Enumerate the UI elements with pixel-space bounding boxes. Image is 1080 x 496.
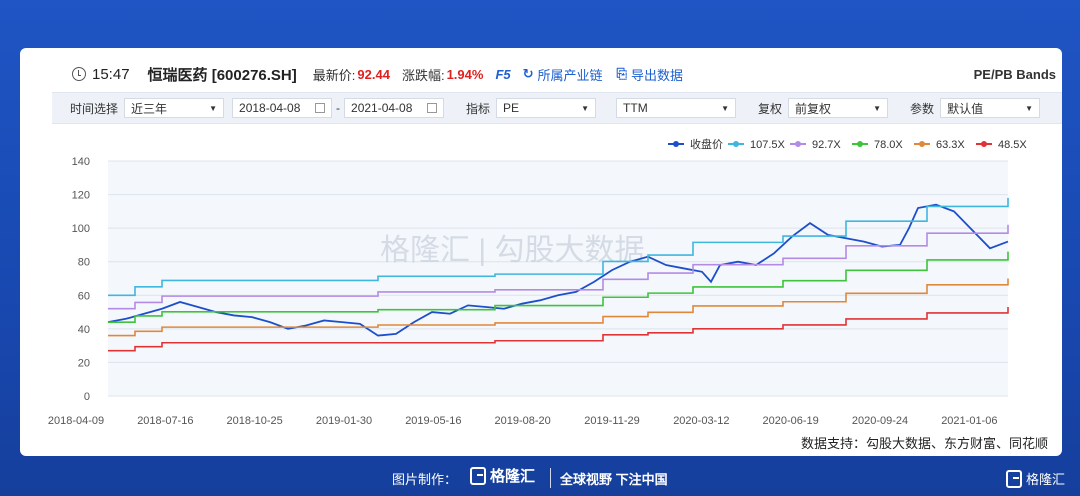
change-label: 涨跌幅: — [401, 67, 445, 83]
adjust-select[interactable]: 前复权 ▼ — [788, 98, 889, 118]
legend-label: 48.5X — [998, 139, 1027, 151]
y-tick-label: 80 — [78, 257, 90, 269]
legend-label: 78.0X — [874, 139, 903, 151]
chevron-down-icon: ▼ — [581, 103, 590, 113]
corner-logo-icon — [1006, 469, 1022, 488]
series-line-收盘价 — [107, 203, 1009, 337]
top-bar: 15:47 恒瑞医药 [600276.SH] 最新价: 92.44 涨跌幅: 1… — [72, 64, 1056, 84]
filter-bar: 时间选择 近三年 ▼ 2018-04-08 - 2021-04-08 指标 PE… — [52, 92, 1062, 124]
x-tick-label: 2020-09-24 — [852, 415, 908, 427]
series-line-107.5X — [108, 197, 1009, 297]
chevron-down-icon: ▼ — [1025, 103, 1034, 113]
x-tick-label: 2018-07-16 — [137, 415, 193, 427]
slogan: 全球视野 下注中国 — [560, 472, 668, 487]
x-tick-label: 2020-06-19 — [763, 415, 819, 427]
f5-button[interactable]: F5 — [495, 66, 511, 82]
legend-marker — [981, 141, 987, 147]
x-tick-label: 2018-10-25 — [227, 415, 283, 427]
y-tick-label: 100 — [72, 223, 90, 235]
chart-card: 15:47 恒瑞医药 [600276.SH] 最新价: 92.44 涨跌幅: 1… — [20, 48, 1062, 456]
stock-name: 恒瑞医药 [600276.SH] — [147, 66, 297, 84]
y-tick-label: 60 — [78, 290, 90, 302]
time-select-value: 近三年 — [131, 101, 168, 116]
clock-icon — [72, 67, 86, 81]
date-separator: - — [336, 101, 341, 115]
date-from-value: 2018-04-08 — [239, 101, 301, 115]
pe-bands-chart: 0 20 40 60 80 100 120 140 2018-04-09 2018-07-16 20… — [48, 137, 1048, 451]
x-tick-label: 2019-11-29 — [584, 415, 639, 427]
footer-divider — [550, 468, 551, 488]
x-tick-label: 2020-03-12 — [673, 415, 729, 427]
brand-logo: 格隆汇 — [470, 465, 535, 486]
export-label: 导出数据 — [630, 67, 683, 83]
legend-marker — [857, 141, 863, 147]
industry-chain-label: 所属产业链 — [537, 67, 603, 83]
export-icon: ⎘ — [616, 66, 627, 81]
plot-area — [108, 161, 1008, 396]
footer: 图片制作： 格隆汇 全球视野 下注中国 格隆汇 — [0, 460, 1080, 496]
calendar-icon — [427, 103, 438, 113]
legend-label: 收盘价 — [690, 137, 723, 151]
ttm-value: TTM — [623, 101, 648, 115]
corner-brand: 格隆汇 — [1006, 469, 1065, 488]
time-select-label: 时间选择 — [70, 101, 119, 116]
legend-label: 63.3X — [936, 139, 965, 151]
calendar-icon — [315, 103, 326, 113]
param-label: 参数 — [910, 101, 935, 116]
time: 15:47 — [92, 65, 130, 83]
ttm-select[interactable]: TTM ▼ — [616, 98, 737, 118]
brand-name: 格隆汇 — [490, 468, 536, 485]
legend-marker — [795, 141, 801, 147]
made-by-label: 图片制作： — [392, 472, 458, 487]
indicator-label: 指标 — [466, 101, 491, 116]
chevron-down-icon: ▼ — [721, 103, 730, 113]
legend-label: 107.5X — [750, 139, 786, 151]
date-from-input[interactable]: 2018-04-08 — [232, 98, 333, 118]
adjust-value: 前复权 — [795, 101, 832, 116]
legend-marker — [733, 141, 739, 147]
x-tick-label: 2019-05-16 — [405, 415, 461, 427]
chevron-down-icon: ▼ — [873, 103, 882, 113]
series-line-78.0X — [108, 251, 1009, 323]
price-label: 最新价: — [312, 67, 356, 83]
legend-marker — [919, 141, 925, 147]
corner-brand-name: 格隆汇 — [1026, 472, 1066, 487]
x-tick-label: 2021-01-06 — [941, 415, 997, 427]
series-line-63.3X — [108, 278, 1009, 337]
x-tick-label: 2019-08-20 — [495, 415, 551, 427]
param-value: 默认值 — [947, 101, 984, 116]
time-select[interactable]: 近三年 ▼ — [124, 98, 225, 118]
export-link[interactable]: ⎘ 导出数据 — [617, 65, 683, 84]
y-tick-label: 40 — [78, 324, 90, 336]
legend-marker — [673, 141, 679, 147]
series-line-92.7X — [108, 224, 1009, 310]
y-tick-label: 120 — [72, 190, 90, 202]
x-tick-label: 2019-01-30 — [316, 415, 372, 427]
watermark: 格隆汇 | 勾股大数据 — [380, 234, 644, 267]
date-to-value: 2021-04-08 — [351, 101, 413, 115]
y-tick-label: 20 — [78, 357, 90, 369]
series-line-48.5X — [108, 307, 1009, 352]
price-value: 92.44 — [357, 66, 390, 82]
adjust-label: 复权 — [758, 101, 783, 116]
legend-label: 92.7X — [812, 139, 841, 151]
x-tick-label: 2018-04-09 — [48, 415, 104, 427]
param-select[interactable]: 默认值 ▼ — [940, 98, 1041, 118]
indicator-select[interactable]: PE ▼ — [496, 98, 597, 118]
indicator-value: PE — [503, 101, 520, 115]
industry-chain-link[interactable]: ↻ 所属产业链 — [523, 65, 603, 84]
date-to-input[interactable]: 2021-04-08 — [344, 98, 445, 118]
y-tick-label: 0 — [84, 391, 90, 403]
y-tick-label: 140 — [72, 156, 90, 168]
change-value: 1.94% — [446, 66, 484, 82]
data-source: 数据支持：勾股大数据、东方财富、同花顺 — [801, 436, 1048, 451]
refresh-icon: ↻ — [522, 66, 534, 81]
chevron-down-icon: ▼ — [209, 103, 218, 113]
brand-logo-icon — [470, 466, 486, 485]
mode-title: PE/PB Bands — [973, 66, 1056, 82]
